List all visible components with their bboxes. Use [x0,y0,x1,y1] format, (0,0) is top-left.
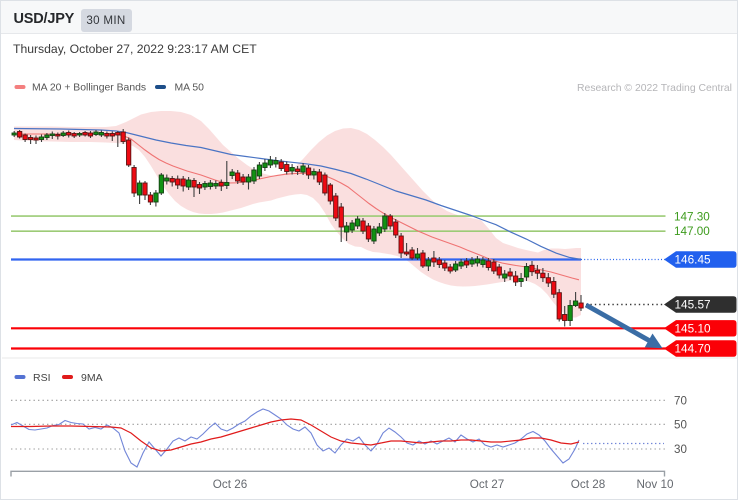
svg-text:146.45: 146.45 [675,253,712,267]
svg-text:Nov 10: Nov 10 [636,478,674,491]
svg-text:145.10: 145.10 [675,322,712,336]
svg-text:70: 70 [674,394,687,407]
svg-text:9MA: 9MA [81,372,103,384]
svg-text:145.57: 145.57 [675,298,711,312]
svg-text:147.30: 147.30 [674,211,710,224]
svg-text:30: 30 [674,443,687,456]
svg-text:Oct 28: Oct 28 [571,478,605,491]
svg-text:RSI: RSI [33,372,51,384]
svg-text:147.00: 147.00 [674,225,710,238]
svg-text:Oct 27: Oct 27 [470,478,504,491]
svg-text:144.70: 144.70 [675,342,712,356]
svg-text:MA 20 + Bollinger Bands: MA 20 + Bollinger Bands [32,83,146,94]
svg-text:50: 50 [674,418,687,431]
svg-text:Oct 26: Oct 26 [213,478,247,491]
svg-text:Research © 2022 Trading Centra: Research © 2022 Trading Central [577,83,732,94]
svg-text:MA 50: MA 50 [175,83,205,94]
